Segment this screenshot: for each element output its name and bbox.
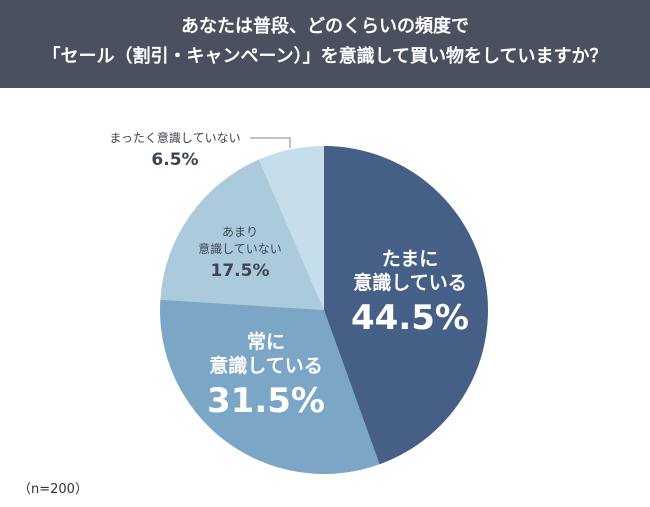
slice-value: 44.5% [351, 298, 469, 338]
slice-label-line: あまり [221, 225, 258, 239]
sample-size-note: （n=200） [18, 482, 88, 497]
slice-label-line: 意識している [209, 355, 323, 377]
pie-slice-1 [160, 299, 380, 474]
leader-line [250, 137, 291, 148]
pie-slice-2 [160, 159, 324, 310]
slice-label-line: まったく意識していない [109, 131, 241, 145]
slice-label-line: 意識していない [198, 242, 282, 256]
slice-value: 6.5% [151, 150, 199, 170]
slice-value: 17.5% [210, 261, 270, 281]
slice-label-3: まったく意識していない 6.5% [100, 130, 250, 173]
slice-label-0: たまに 意識している 44.5% [340, 247, 480, 341]
title-line-2: 「セール（割引・キャンペーン）」を意識して買い物をしていますか？ [42, 46, 608, 67]
pie-slice-3 [258, 146, 324, 310]
slice-label-line: たまに [381, 248, 439, 270]
slice-label-line: 意識している [353, 272, 467, 294]
slice-label-2: あまり 意識していない 17.5% [180, 224, 300, 284]
chart-title: あなたは普段、どのくらいの頻度で 「セール（割引・キャンペーン）」を意識して買い… [0, 0, 650, 88]
pie-slice-0 [324, 146, 488, 465]
slice-label-1: 常に 意識している 31.5% [196, 330, 336, 424]
title-line-1: あなたは普段、どのくらいの頻度で [181, 16, 469, 37]
slice-value: 31.5% [207, 381, 325, 421]
slice-label-line: 常に [246, 331, 285, 353]
